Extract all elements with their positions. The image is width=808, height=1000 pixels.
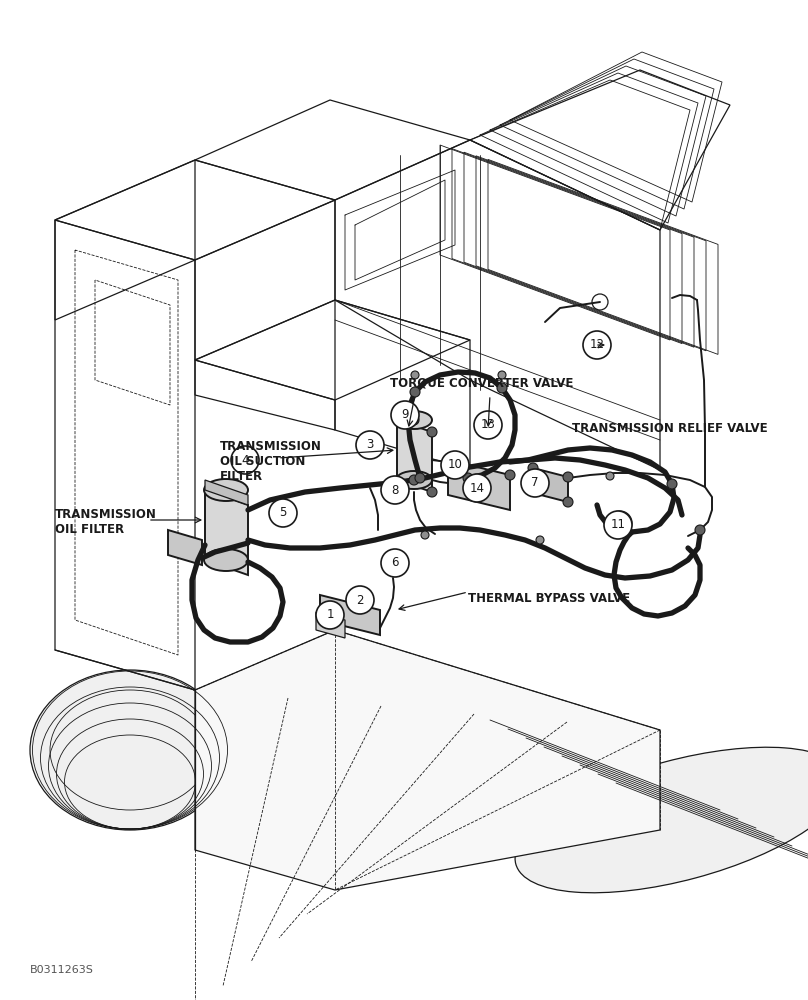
Ellipse shape	[204, 549, 248, 571]
Polygon shape	[397, 420, 432, 492]
Polygon shape	[533, 468, 568, 502]
Circle shape	[391, 401, 419, 429]
Circle shape	[583, 331, 611, 359]
Circle shape	[474, 411, 502, 439]
Polygon shape	[448, 460, 510, 510]
Circle shape	[443, 457, 453, 467]
Text: 14: 14	[469, 482, 485, 494]
Text: TRANSMISSION RELIEF VALVE: TRANSMISSION RELIEF VALVE	[572, 422, 768, 435]
Circle shape	[427, 427, 437, 437]
Text: 10: 10	[448, 458, 462, 472]
Circle shape	[615, 518, 625, 528]
Circle shape	[497, 383, 507, 393]
Circle shape	[563, 497, 573, 507]
Circle shape	[463, 474, 491, 502]
Circle shape	[409, 415, 419, 425]
Circle shape	[441, 451, 469, 479]
Text: 8: 8	[391, 484, 398, 496]
Polygon shape	[195, 630, 660, 890]
Circle shape	[381, 549, 409, 577]
Circle shape	[410, 387, 420, 397]
Circle shape	[415, 473, 425, 483]
Polygon shape	[205, 480, 248, 505]
Circle shape	[346, 586, 374, 614]
Circle shape	[695, 525, 705, 535]
Circle shape	[608, 511, 632, 535]
Text: 9: 9	[402, 408, 409, 422]
Circle shape	[409, 475, 419, 485]
Circle shape	[536, 536, 544, 544]
Circle shape	[316, 601, 344, 629]
Text: TRANSMISSION
OIL FILTER: TRANSMISSION OIL FILTER	[55, 508, 157, 536]
Circle shape	[231, 446, 259, 474]
Circle shape	[521, 469, 549, 497]
Circle shape	[667, 479, 677, 489]
Circle shape	[427, 487, 437, 497]
Text: TORQUE CONVERTER VALVE: TORQUE CONVERTER VALVE	[390, 377, 574, 390]
Ellipse shape	[204, 479, 248, 501]
Text: 11: 11	[611, 518, 625, 532]
Text: 6: 6	[391, 556, 399, 570]
Text: 2: 2	[356, 593, 364, 606]
Circle shape	[421, 531, 429, 539]
Polygon shape	[205, 490, 248, 575]
Circle shape	[592, 294, 608, 310]
Text: 4: 4	[242, 454, 249, 466]
Text: 12: 12	[590, 338, 604, 352]
Text: 3: 3	[366, 438, 373, 452]
Circle shape	[505, 470, 515, 480]
Text: B0311263S: B0311263S	[30, 965, 94, 975]
Circle shape	[606, 472, 614, 480]
Text: THERMAL BYPASS VALVE: THERMAL BYPASS VALVE	[468, 592, 630, 605]
Text: 7: 7	[531, 477, 539, 489]
Ellipse shape	[515, 747, 808, 893]
Circle shape	[269, 499, 297, 527]
Circle shape	[498, 371, 506, 379]
Circle shape	[528, 463, 538, 473]
Text: 5: 5	[280, 506, 287, 520]
Text: 1: 1	[326, 608, 334, 621]
Text: TRANSMISSION
OIL SUCTION
FILTER: TRANSMISSION OIL SUCTION FILTER	[220, 440, 322, 483]
Circle shape	[381, 476, 409, 504]
Polygon shape	[320, 595, 380, 635]
Ellipse shape	[30, 670, 230, 830]
Polygon shape	[316, 612, 345, 638]
Polygon shape	[168, 530, 202, 565]
Circle shape	[411, 371, 419, 379]
Text: 13: 13	[481, 418, 495, 432]
Ellipse shape	[396, 411, 432, 429]
Circle shape	[563, 472, 573, 482]
Circle shape	[356, 431, 384, 459]
Ellipse shape	[396, 471, 432, 489]
Circle shape	[604, 511, 632, 539]
Circle shape	[463, 473, 473, 483]
